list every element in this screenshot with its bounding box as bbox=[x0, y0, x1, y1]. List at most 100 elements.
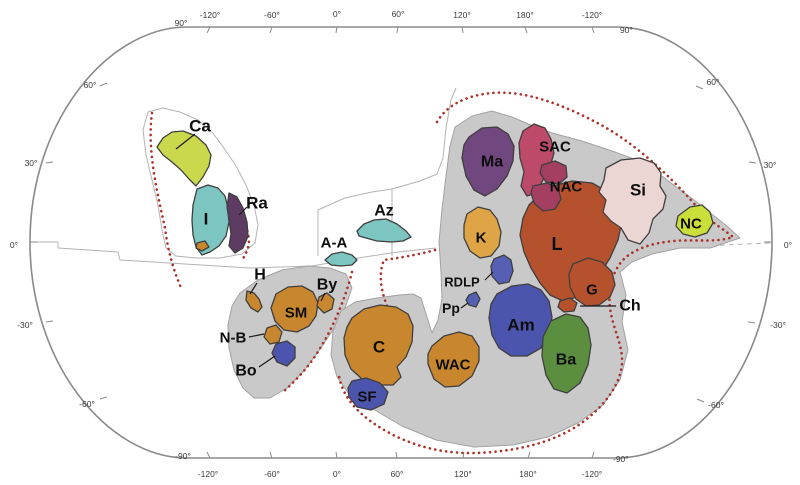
craton-label-k: K bbox=[476, 230, 487, 247]
subduction-line-0 bbox=[149, 111, 184, 292]
craton-label-nac: NAC bbox=[550, 179, 583, 196]
graticule-tick-9 bbox=[335, 451, 338, 459]
graticule-tick-2 bbox=[335, 26, 338, 34]
graticule-label-17: -90° bbox=[613, 454, 629, 464]
plate-boundary-4 bbox=[391, 87, 457, 190]
graticule-layer: 90° -120° -60° 0° 60° 120° 180° -120° 90° -90° -12… bbox=[10, 9, 792, 479]
graticule-label-1: -120° bbox=[200, 10, 220, 20]
graticule-tick-18 bbox=[99, 396, 108, 400]
graticule-label-11: -60° bbox=[264, 469, 280, 479]
craton-ra bbox=[226, 192, 249, 254]
graticule-label-5: 120° bbox=[453, 10, 471, 20]
graticule-tick-15 bbox=[45, 161, 54, 164]
craton-label-am: Am bbox=[507, 316, 534, 335]
craton-layer bbox=[156, 123, 714, 411]
craton-leader-rdlp bbox=[484, 271, 494, 281]
craton-leader-ra bbox=[238, 206, 248, 216]
graticule-tick-1 bbox=[269, 26, 273, 34]
craton-label-nc: NC bbox=[680, 216, 702, 233]
graticule-label-12: 0° bbox=[333, 469, 341, 479]
craton-i bbox=[191, 184, 230, 256]
graticule-label-27: -60° bbox=[708, 400, 724, 410]
graticule-label-9: -90° bbox=[175, 451, 191, 461]
craton-am bbox=[488, 283, 553, 357]
craton-leader-by bbox=[320, 292, 326, 302]
graticule-tick-7 bbox=[206, 451, 211, 459]
graticule-label-4: 60° bbox=[392, 9, 405, 19]
craton-h bbox=[245, 290, 263, 313]
craton-label-wac: WAC bbox=[436, 357, 471, 374]
craton-c bbox=[343, 304, 414, 386]
craton-leader-pp bbox=[460, 302, 469, 309]
subduction-line-3 bbox=[337, 91, 736, 455]
graticule-tick-5 bbox=[524, 26, 528, 34]
craton-label-pp: Pp bbox=[442, 300, 460, 316]
craton-leader-h bbox=[249, 282, 258, 295]
craton-label-ch: Ch bbox=[619, 298, 640, 315]
craton-si bbox=[598, 157, 667, 245]
graticule-tick-6 bbox=[591, 26, 595, 34]
graticule-label-7: -120° bbox=[582, 10, 602, 20]
graticule-label-23: 60° bbox=[707, 77, 720, 87]
graticule-label-2: -60° bbox=[264, 10, 280, 20]
craton-nac-1 bbox=[530, 182, 562, 212]
graticule-tick-14 bbox=[99, 82, 108, 87]
plate-boundary-3 bbox=[317, 188, 393, 256]
craton-nac bbox=[539, 160, 568, 185]
graticule-label-20: 0° bbox=[10, 240, 18, 250]
graticule-tick-13 bbox=[591, 451, 595, 459]
craton-label-c: C bbox=[373, 338, 385, 357]
craton-fragment bbox=[195, 240, 210, 252]
craton-label-l: L bbox=[552, 234, 563, 254]
graticule-label-18: 60° bbox=[84, 80, 97, 90]
projection-outline bbox=[29, 26, 773, 459]
graticule-label-10: -120° bbox=[198, 469, 218, 479]
craton-ba bbox=[541, 313, 592, 394]
graticule-label-6: 180° bbox=[516, 10, 534, 20]
plate-boundary-1 bbox=[30, 241, 437, 269]
craton-label-az: Az bbox=[374, 203, 394, 220]
graticule-tick-19 bbox=[695, 85, 704, 90]
craton-label-bo: Bo bbox=[235, 363, 257, 380]
graticule-tick-4 bbox=[461, 26, 464, 34]
graticule-label-0: 90° bbox=[175, 18, 188, 28]
graticule-label-25: 0° bbox=[784, 240, 792, 250]
graticule-tick-17 bbox=[45, 320, 54, 323]
graticule-tick-12 bbox=[527, 451, 531, 459]
graticule-tick-23 bbox=[696, 398, 705, 403]
craton-label-sf: SF bbox=[357, 389, 376, 406]
craton-leader-bo bbox=[258, 355, 276, 368]
craton-label-ma: Ma bbox=[481, 154, 503, 171]
graticule-tick-11 bbox=[462, 451, 465, 459]
graticule-label-19: 30° bbox=[25, 158, 38, 168]
graticule-tick-3 bbox=[396, 26, 399, 34]
craton-ma bbox=[461, 126, 515, 197]
craton-ca bbox=[156, 130, 212, 187]
craton-sm bbox=[270, 285, 319, 333]
craton-label-sac: SAC bbox=[539, 139, 571, 156]
craton-leader-n-b bbox=[248, 333, 265, 338]
graticule-label-8: 90° bbox=[620, 25, 633, 35]
craton-label-ca: Ca bbox=[189, 117, 211, 136]
craton-label-ra: Ra bbox=[246, 194, 268, 213]
graticule-label-13: 60° bbox=[391, 469, 404, 479]
craton-ch bbox=[557, 297, 578, 313]
craton-a-a bbox=[324, 251, 358, 267]
craton-rdlp bbox=[490, 254, 514, 285]
graticule-label-16: -120° bbox=[582, 469, 602, 479]
graticule-label-24: 30° bbox=[764, 160, 777, 170]
craton-label-i: I bbox=[204, 210, 209, 229]
craton-pp bbox=[465, 291, 481, 308]
graticule-label-21: -30° bbox=[17, 320, 33, 330]
craton-g bbox=[568, 257, 616, 307]
craton-az bbox=[356, 218, 412, 243]
craton-by bbox=[316, 292, 335, 314]
craton-bo bbox=[271, 340, 296, 367]
craton-label-sm: SM bbox=[285, 305, 308, 322]
graticule-label-14: 120° bbox=[454, 469, 472, 479]
craton-nc bbox=[675, 204, 714, 238]
craton-label-h: H bbox=[254, 267, 266, 284]
craton-label-rdlp: RDLP bbox=[444, 275, 480, 290]
